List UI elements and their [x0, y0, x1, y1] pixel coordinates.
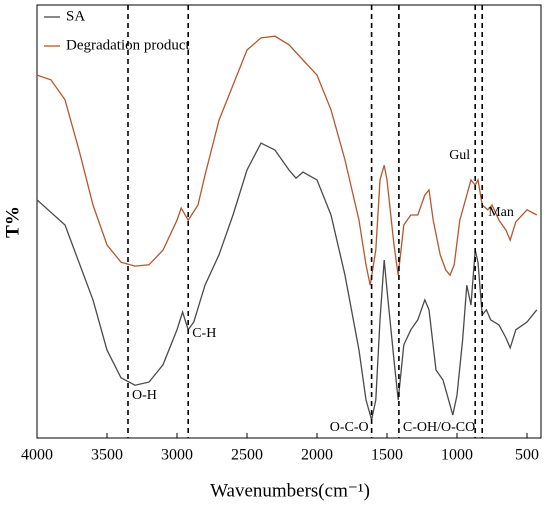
x-tick-label: 500 [515, 447, 539, 464]
x-tick-label: 1000 [441, 447, 473, 464]
marker-label: C-OH/O-CO [403, 420, 475, 435]
x-tick-label: 3000 [161, 447, 193, 464]
x-axis-title: Wavenumbers(cm⁻¹) [210, 480, 370, 501]
plot-frame [36, 4, 542, 439]
x-tick-label: 3500 [91, 447, 123, 464]
x-tick-label: 2500 [231, 447, 263, 464]
marker-label: O-H [132, 388, 157, 403]
spectrum-line [36, 142, 538, 420]
legend-label: SA [66, 8, 85, 24]
x-tick-label: 1500 [371, 447, 403, 464]
marker-label: Man [488, 205, 514, 220]
legend-label: Degradation product [66, 37, 191, 53]
marker-label: Gul [449, 148, 470, 163]
y-axis-title: T% [2, 206, 23, 238]
marker-label: O-C-O [330, 420, 369, 435]
spectrum-line [36, 35, 538, 286]
marker-label: C-H [192, 326, 216, 341]
x-tick-label: 2000 [301, 447, 333, 464]
x-tick-label: 4000 [21, 447, 53, 464]
